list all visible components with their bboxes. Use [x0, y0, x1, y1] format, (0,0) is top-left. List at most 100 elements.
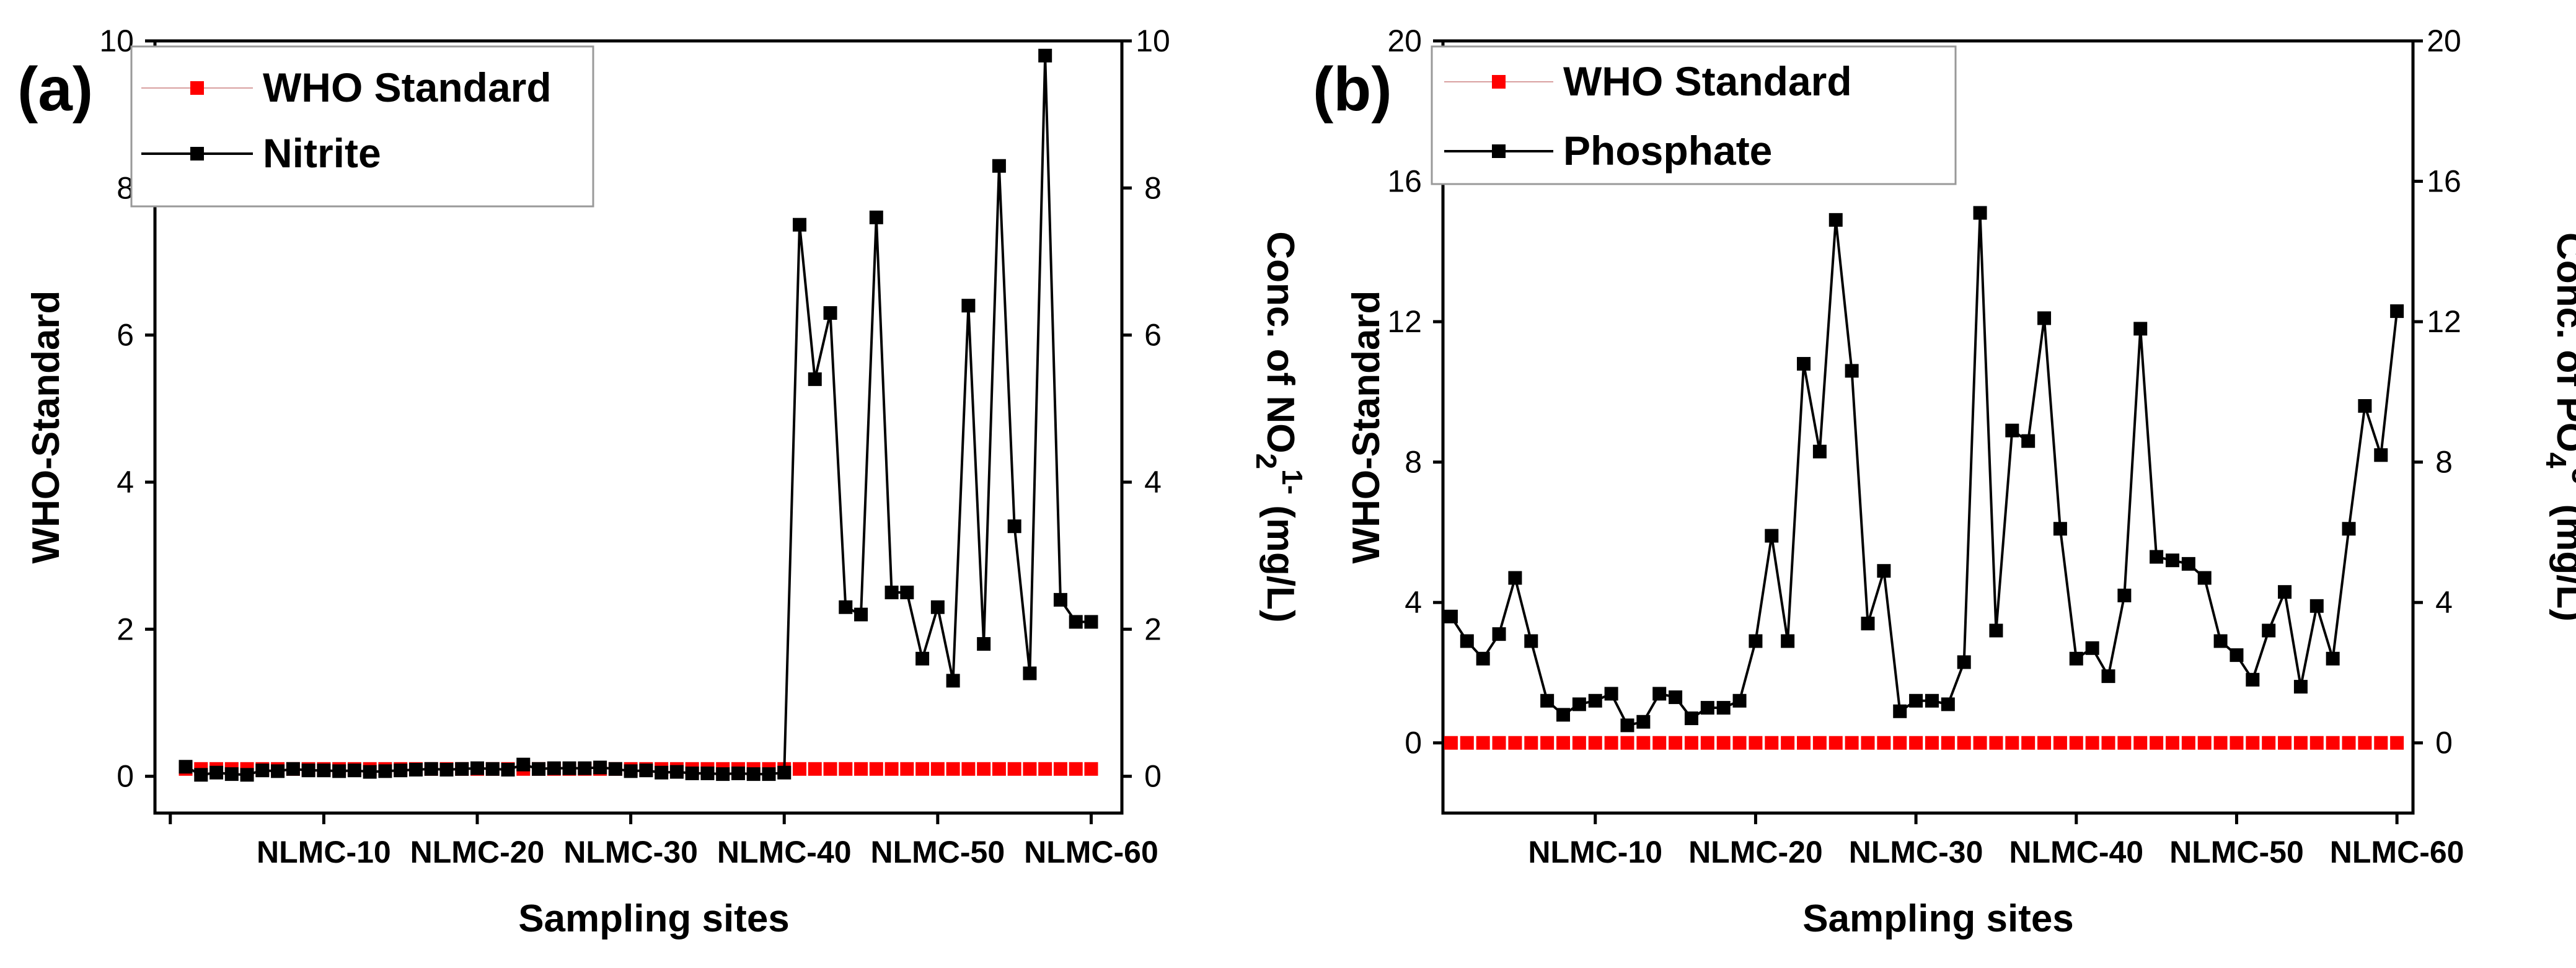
- y-tick-label-right: 12: [2427, 304, 2461, 339]
- data-point: [2278, 736, 2292, 750]
- data-point: [869, 762, 883, 776]
- data-point: [2133, 322, 2148, 336]
- data-point: [1877, 564, 1891, 578]
- series-phosphate: [1444, 206, 2404, 733]
- data-point: [2342, 736, 2356, 750]
- data-point: [1957, 655, 1971, 669]
- data-point: [1588, 693, 1602, 708]
- y-tick-label-left: 4: [117, 465, 134, 499]
- data-point: [961, 762, 976, 776]
- y-axis-title-right-superscript: 1-: [1276, 469, 1308, 495]
- data-point: [2197, 736, 2212, 750]
- data-point: [854, 607, 868, 622]
- data-point: [532, 762, 546, 776]
- data-point: [762, 767, 776, 781]
- data-point: [394, 763, 408, 778]
- x-tick-label: NLMC-50: [871, 835, 1005, 869]
- data-point: [455, 762, 469, 776]
- data-point: [1973, 206, 1987, 220]
- data-point: [700, 766, 715, 780]
- panel-label: (b): [1313, 55, 1392, 124]
- data-point: [2117, 588, 2132, 602]
- data-point: [2101, 736, 2115, 750]
- data-point: [2309, 599, 2324, 613]
- data-point: [2262, 623, 2276, 638]
- data-point: [2037, 311, 2052, 325]
- data-point: [1023, 762, 1037, 776]
- data-point: [1620, 718, 1634, 733]
- data-point: [977, 637, 991, 651]
- y-tick-label-right: 10: [1136, 24, 1170, 58]
- data-point: [1893, 736, 1907, 750]
- data-point: [884, 586, 899, 599]
- data-point: [1861, 617, 1875, 631]
- x-tick-label: NLMC-40: [717, 835, 852, 869]
- y-axis-title-left: WHO-Standard: [1345, 291, 1388, 564]
- data-point: [1893, 704, 1907, 718]
- data-point: [2374, 448, 2388, 462]
- y-tick-label-left: 6: [117, 318, 134, 353]
- data-point: [1989, 736, 2003, 750]
- data-point: [1492, 627, 1506, 641]
- data-point: [2165, 736, 2179, 750]
- data-point: [1925, 736, 1939, 750]
- data-point: [2117, 736, 2132, 750]
- x-tick-label: NLMC-20: [410, 835, 545, 869]
- x-tick-label: NLMC-30: [1849, 835, 1983, 869]
- data-point: [363, 765, 377, 779]
- data-point: [839, 600, 853, 614]
- y-tick-label-right: 4: [1144, 465, 1162, 499]
- x-axis-title: Sampling sites: [1802, 897, 2074, 940]
- data-point: [1588, 736, 1602, 750]
- data-point: [2005, 736, 2019, 750]
- data-point: [1069, 762, 1083, 776]
- data-point: [1845, 364, 1859, 378]
- legend-label: WHO Standard: [1563, 58, 1852, 104]
- x-tick-label: NLMC-20: [1688, 835, 1823, 869]
- data-point: [1828, 213, 1843, 227]
- data-point: [1828, 736, 1843, 750]
- data-point: [884, 762, 899, 776]
- data-point: [1540, 693, 1555, 708]
- data-point: [301, 763, 315, 778]
- data-point: [408, 762, 423, 777]
- data-point: [1572, 736, 1586, 750]
- plot-frame: [1441, 39, 2415, 815]
- data-point: [1572, 697, 1586, 711]
- data-point: [2005, 423, 2019, 438]
- data-point: [2069, 736, 2083, 750]
- data-point: [2085, 736, 2099, 750]
- data-point: [224, 767, 239, 781]
- data-point: [2278, 585, 2292, 599]
- data-point: [655, 765, 669, 780]
- data-point: [793, 218, 806, 232]
- data-point: [1524, 736, 1538, 750]
- data-point: [1749, 634, 1763, 648]
- y-tick-label-right: 0: [2435, 726, 2453, 760]
- data-point: [1620, 736, 1634, 750]
- data-point: [731, 766, 745, 780]
- data-point: [2262, 736, 2276, 750]
- data-point: [1732, 736, 1747, 750]
- y-tick-label-right: 2: [1144, 612, 1162, 646]
- data-point: [1909, 736, 1923, 750]
- data-point: [1909, 693, 1923, 708]
- data-point: [593, 760, 607, 775]
- data-point: [1781, 634, 1795, 648]
- data-point: [1023, 666, 1037, 680]
- y-axis-title-right-unit: (mg/L): [2549, 493, 2576, 622]
- x-tick-label: NLMC-10: [1528, 835, 1662, 869]
- data-point: [2165, 553, 2179, 568]
- series-nitrite: [179, 48, 1098, 782]
- legend-label: WHO Standard: [263, 64, 552, 110]
- data-point: [547, 761, 561, 775]
- data-point: [378, 764, 392, 778]
- data-point: [2150, 736, 2164, 750]
- data-point: [1038, 48, 1052, 63]
- data-point: [2358, 399, 2372, 413]
- data-point: [2213, 736, 2228, 750]
- data-point: [839, 762, 853, 776]
- data-point: [1604, 687, 1618, 701]
- data-point: [2085, 641, 2099, 655]
